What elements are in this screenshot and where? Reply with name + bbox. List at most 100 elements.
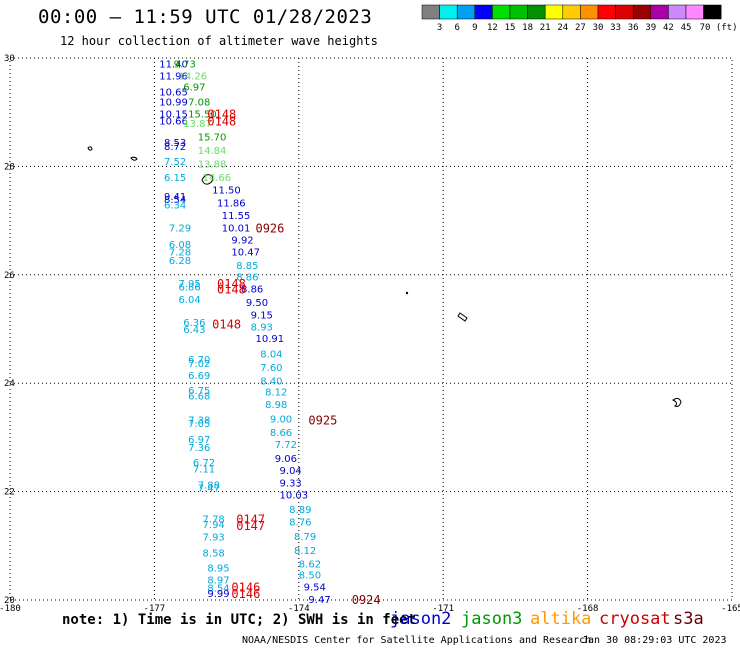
pass-time-label: 0146 — [231, 580, 260, 594]
pass-time-labels: 0148014809260148014801480925014701470146… — [207, 107, 380, 607]
colorbar-label: 18 — [522, 23, 533, 33]
wave-height-label: 7.28 — [169, 247, 191, 258]
wave-height-label: 11.96 — [159, 71, 188, 82]
wave-height-label: 8.98 — [265, 400, 287, 411]
colorbar-label: 30 — [593, 23, 604, 33]
wave-height-label: 8.79 — [294, 532, 316, 543]
wave-height-label: 10.01 — [222, 224, 251, 235]
wave-height-label: 8.95 — [207, 563, 229, 574]
colorbar-label: 24 — [557, 23, 568, 33]
colorbar-label: 12 — [487, 23, 498, 33]
colorbar-label: 9 — [472, 23, 477, 33]
wave-height-label: 10.99 — [159, 97, 188, 108]
pass-time-label: 0924 — [352, 593, 381, 607]
wave-height-label: 7.11 — [193, 464, 215, 475]
y-tick-label: 22 — [4, 488, 15, 498]
wave-height-label: 14.66 — [203, 173, 232, 184]
island-shape — [672, 397, 682, 407]
wave-height-label: 11.50 — [212, 186, 241, 197]
wave-height-label: 9.92 — [231, 236, 253, 247]
wave-height-label: 15.70 — [198, 133, 227, 144]
pass-time-label: 0147 — [236, 519, 265, 533]
wave-height-label: 10.91 — [255, 334, 284, 345]
wave-height-label: 9.33 — [280, 478, 302, 489]
plot-frame — [9, 57, 733, 601]
wave-height-label: 11.40 — [159, 59, 188, 70]
colorbar-label: 45 — [681, 23, 692, 33]
colorbar-label: 70 (ft) — [700, 23, 738, 33]
credit-line: NOAA/NESDIS Center for Satellite Applica… — [242, 635, 592, 646]
colorbar-swatch — [421, 4, 440, 20]
x-tick-label: -168 — [577, 604, 599, 614]
wave-height-label: 8.97 — [207, 575, 229, 586]
wave-height-label: 8.72 — [164, 142, 186, 153]
wave-height-label: 7.47 — [198, 483, 220, 494]
wave-height-label: 14.26 — [178, 71, 207, 82]
wave-height-label: 6.43 — [183, 325, 205, 336]
wave-height-label: 7.94 — [203, 520, 225, 531]
pass-time-label: 0148 — [217, 282, 246, 296]
wave-height-label: 8.58 — [203, 548, 225, 559]
colorbar-swatch — [685, 4, 704, 20]
wave-height-label: 7.52 — [164, 157, 186, 168]
colorbar-label: 21 — [540, 23, 551, 33]
wave-height-label: 6.86 — [178, 283, 200, 294]
wave-height-label: 13.88 — [198, 160, 227, 171]
wave-height-label: 9.50 — [246, 298, 268, 309]
pass-time-label: 0148 — [207, 114, 236, 128]
x-tick-label: -180 — [0, 604, 21, 614]
wave-height-label: 6.70 — [188, 355, 210, 366]
wave-height-label: 10.03 — [280, 490, 309, 501]
pass-time-label: 0148 — [217, 277, 246, 291]
island-shape — [130, 156, 138, 161]
wave-height-label: 10.47 — [231, 247, 260, 258]
x-tick-label: -171 — [432, 604, 454, 614]
wave-height-label: 8.93 — [251, 322, 273, 333]
wave-height-label: 9.99 — [207, 589, 229, 600]
wave-height-label: 8.40 — [260, 376, 282, 387]
wave-height-label: 8.76 — [289, 517, 311, 528]
wave-height-label: 7.72 — [275, 440, 297, 451]
grid-lines — [10, 58, 732, 600]
wave-height-label: 10.15 — [159, 109, 188, 120]
x-tick-label: -174 — [288, 604, 310, 614]
wave-height-label: 8.53 — [164, 138, 186, 149]
wave-height-label: 8.12 — [265, 387, 287, 398]
wave-height-label: 7.93 — [203, 533, 225, 544]
footer-note: note: 1) Time is in UTC; 2) SWH is in fe… — [62, 612, 417, 628]
satellite-jason3: jason3 — [461, 609, 523, 629]
wave-height-label: 7.78 — [203, 515, 225, 526]
colorbar-swatch — [632, 4, 652, 20]
wave-height-label: 8.86 — [236, 272, 258, 283]
colorbar-swatch — [439, 4, 458, 20]
wave-height-label: 7.60 — [260, 363, 282, 374]
pass-time-label: 0147 — [236, 513, 265, 527]
axis-ticks: -180 -177 -174 -171 -168 -165 20 22 24 26 28 30 — [0, 54, 740, 614]
wave-height-label: 9.15 — [251, 310, 273, 321]
wave-height-label: 9.41 — [164, 192, 186, 203]
wave-height-label: 8.54 — [164, 195, 186, 206]
colorbar-swatch — [527, 4, 546, 20]
wave-height-label: 8.12 — [294, 546, 316, 557]
wave-height-label: 11.86 — [217, 199, 246, 210]
wave-height-label: 8.66 — [270, 428, 292, 439]
wave-height-label: 8.50 — [299, 571, 321, 582]
colorbar-label: 33 — [610, 23, 621, 33]
x-tick-label: -177 — [144, 604, 166, 614]
colorbar-swatch — [492, 4, 511, 20]
wave-height-label: 6.68 — [188, 392, 210, 403]
wave-height-label: 6.34 — [164, 200, 186, 211]
wave-height-label: 9.73 — [174, 59, 196, 70]
wave-height-label: 9.06 — [275, 454, 297, 465]
pass-time-label: 0146 — [231, 587, 260, 601]
y-tick-label: 24 — [4, 379, 15, 389]
colorbar-swatch — [509, 4, 528, 20]
colorbar-label: 3 — [437, 23, 442, 33]
island-shape — [457, 312, 468, 322]
wave-height-label: 8.85 — [236, 261, 258, 272]
colorbar-swatch — [580, 4, 599, 20]
wave-height-label: 6.08 — [169, 240, 191, 251]
pass-time-label: 0925 — [308, 414, 337, 428]
wave-height-label: 7.88 — [198, 481, 220, 492]
